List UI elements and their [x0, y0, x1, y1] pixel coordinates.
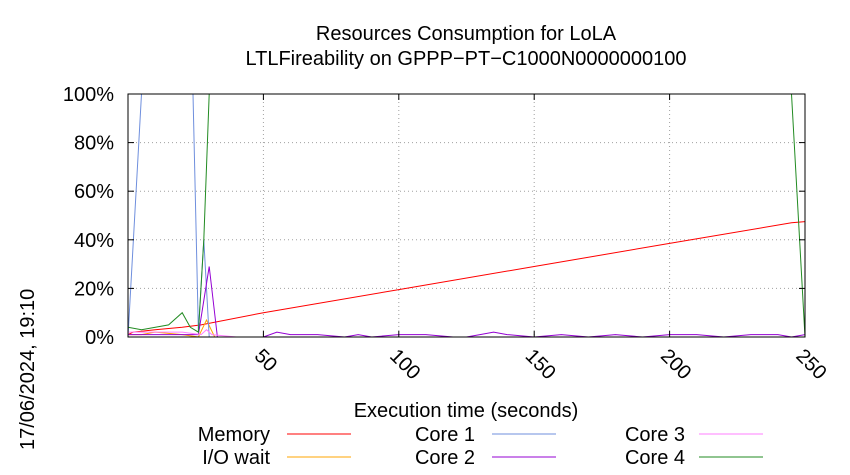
x-tick-label: 100	[385, 345, 424, 384]
series-line-i-o-wait	[128, 318, 805, 338]
series-line-core-1	[127, 93, 805, 338]
x-tick-label: 250	[791, 345, 830, 384]
x-tick-label: 150	[521, 345, 560, 384]
legend-label-core-2: Core 2	[415, 447, 475, 469]
chart-title-line-2: LTLFireability on GPPP−PT−C1000N00000001…	[245, 48, 686, 70]
y-tick-label: 40%	[74, 230, 114, 252]
series-line-memory	[127, 221, 806, 336]
timestamp-label: 17/06/2024, 19:10	[17, 289, 39, 450]
legend-label-core-3: Core 3	[625, 424, 685, 446]
series-line-core-3	[128, 329, 805, 338]
y-tick-label: 100%	[63, 84, 114, 106]
series-lines	[127, 93, 806, 338]
series-line-core-4	[127, 93, 806, 338]
x-tick-label: 200	[656, 345, 695, 384]
legend-label-i-o-wait: I/O wait	[202, 447, 270, 469]
plot-frame	[127, 93, 806, 338]
legend-label-core-4: Core 4	[625, 447, 685, 469]
axis-ticks: 0% 20% 40% 60% 80% 100% 50 100 150 200 250	[63, 84, 831, 384]
legend-label-memory: Memory	[198, 424, 270, 446]
y-tick-label: 20%	[74, 278, 114, 300]
x-axis-label: Execution time (seconds)	[354, 400, 579, 422]
y-tick-label: 80%	[74, 133, 114, 155]
series-line-core-2	[128, 266, 806, 338]
y-tick-label: 60%	[74, 181, 114, 203]
y-tick-label: 0%	[85, 327, 114, 349]
grid-lines	[128, 93, 805, 337]
x-tick-label: 50	[250, 345, 281, 376]
chart-title-line-1: Resources Consumption for LoLA	[316, 23, 617, 45]
legend-label-core-1: Core 1	[415, 424, 475, 446]
